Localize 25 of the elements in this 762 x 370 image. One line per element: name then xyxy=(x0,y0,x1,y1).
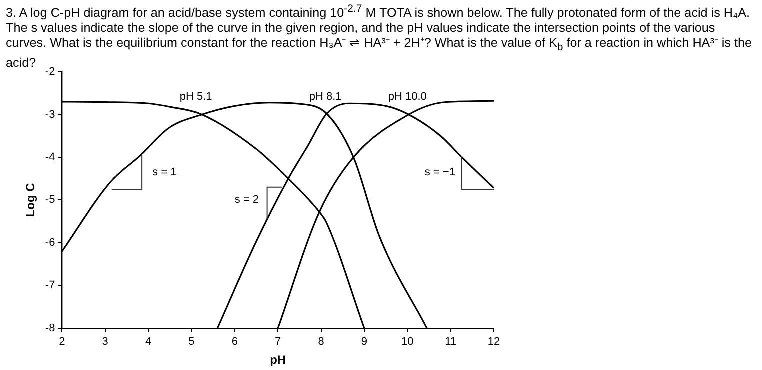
y-tick-label: -6 xyxy=(45,236,56,249)
annotation: pH 5.1 xyxy=(180,90,212,103)
x-tick-label: 4 xyxy=(145,336,152,348)
y-tick-label: -5 xyxy=(45,194,56,206)
y-axis-title: Log C xyxy=(24,182,38,218)
x-tick-label: 8 xyxy=(318,336,324,348)
y-tick-label: -8 xyxy=(45,322,56,334)
x-tick-label: 9 xyxy=(361,336,368,348)
y-tick-label: -7 xyxy=(45,280,56,292)
x-tick-label: 12 xyxy=(488,336,500,348)
x-tick-label: 10 xyxy=(402,336,414,348)
annotation: s = 1 xyxy=(152,166,177,178)
y-tick-label: -4 xyxy=(45,152,56,164)
annotation: s = −1 xyxy=(424,166,456,178)
annotation: s = 2 xyxy=(234,194,259,206)
y-tick-label: -3 xyxy=(45,108,56,121)
x-tick-label: 3 xyxy=(102,336,108,348)
x-tick-label: 6 xyxy=(232,336,238,348)
annotation: pH 10.0 xyxy=(388,90,427,103)
annotation: pH 8.1 xyxy=(309,90,342,103)
x-tick-label: 5 xyxy=(188,336,195,348)
x-tick-label: 2 xyxy=(59,336,66,348)
x-tick-label: 7 xyxy=(275,336,282,348)
x-axis-title: pH xyxy=(270,353,286,368)
x-tick-label: 11 xyxy=(445,336,457,348)
